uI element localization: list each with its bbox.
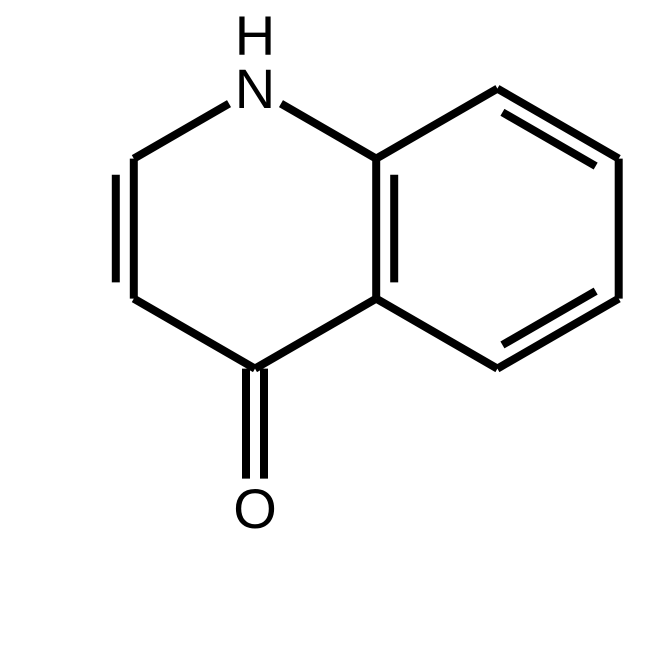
molecule-diagram: NHO — [0, 0, 650, 650]
bond — [376, 89, 497, 159]
atom-label-O: O — [233, 477, 277, 540]
bond — [134, 104, 229, 159]
bond — [255, 299, 376, 369]
bond — [281, 104, 376, 159]
atom-label-H: H — [235, 4, 275, 67]
bond — [134, 299, 255, 369]
bond — [376, 299, 497, 369]
